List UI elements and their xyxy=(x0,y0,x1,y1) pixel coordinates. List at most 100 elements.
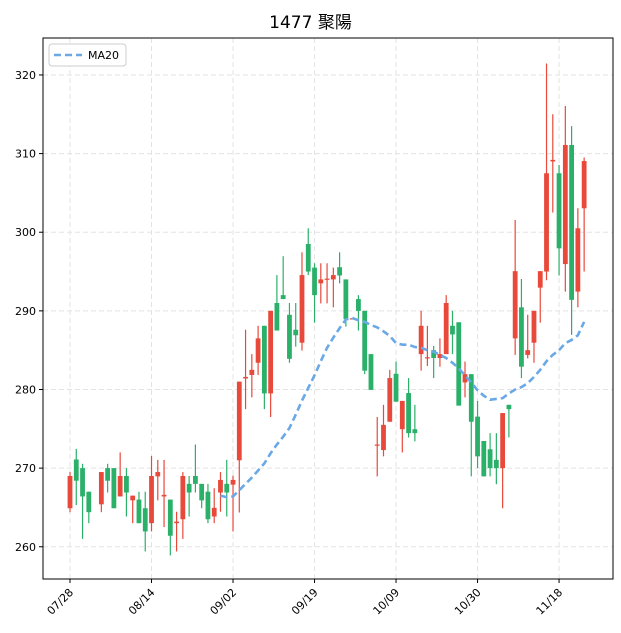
candle-body xyxy=(368,354,374,390)
candle-body xyxy=(161,494,167,497)
candle-down xyxy=(86,491,92,524)
candle-body xyxy=(462,374,468,383)
candle-body xyxy=(500,413,506,469)
candle-up xyxy=(243,329,248,410)
candle-body xyxy=(73,459,79,481)
candle-up xyxy=(550,114,556,213)
candle-body xyxy=(506,404,512,410)
candle-up xyxy=(324,263,330,304)
candle-body xyxy=(343,279,349,320)
candle-down xyxy=(136,491,142,524)
candle-body xyxy=(475,416,480,457)
candle-up xyxy=(236,381,242,513)
candle-body xyxy=(493,459,499,469)
candle-body xyxy=(337,267,343,276)
candle-body xyxy=(230,479,236,485)
y-tick-label: 320 xyxy=(15,69,36,82)
candle-up xyxy=(149,455,154,532)
candle-body xyxy=(180,475,186,520)
ma20-line xyxy=(220,316,586,499)
candle-body xyxy=(399,400,405,430)
candle-up xyxy=(525,314,531,359)
candle-down xyxy=(406,378,411,438)
candle-body xyxy=(456,322,462,406)
x-tick-label: 10/09 xyxy=(371,586,403,618)
candle-body xyxy=(569,144,574,300)
candle-body xyxy=(268,310,274,394)
candle-up xyxy=(500,413,506,509)
candle-body xyxy=(318,279,324,284)
y-tick-label: 310 xyxy=(15,148,36,161)
legend-box xyxy=(48,43,127,67)
candle-down xyxy=(261,325,267,410)
candle-down xyxy=(456,322,462,406)
candle-body xyxy=(274,302,280,331)
candle-up xyxy=(155,459,161,501)
candle-down xyxy=(224,459,230,517)
y-tick-label: 290 xyxy=(15,305,36,318)
candle-body xyxy=(424,357,430,359)
candle-down xyxy=(481,440,487,477)
candle-body xyxy=(443,302,449,355)
candle-down xyxy=(368,354,374,390)
candle-down xyxy=(142,491,148,552)
candle-up xyxy=(544,63,549,281)
candle-down xyxy=(193,444,198,493)
candle-body xyxy=(218,479,223,493)
candle-up xyxy=(299,252,305,351)
candle-up xyxy=(180,472,186,539)
candle-body xyxy=(86,491,92,513)
candle-body xyxy=(205,491,211,520)
candle-down xyxy=(487,433,493,477)
candle-body xyxy=(512,271,518,339)
candle-down xyxy=(312,263,317,323)
candle-body xyxy=(155,472,161,477)
candle-body xyxy=(418,325,424,355)
candle-body xyxy=(111,468,117,509)
x-tick-label: 09/02 xyxy=(208,586,240,618)
candle-down xyxy=(80,463,85,539)
candle-down xyxy=(468,374,474,477)
candle-body xyxy=(362,310,368,371)
candle-body xyxy=(487,449,493,469)
candle-body xyxy=(261,325,267,394)
candle-up xyxy=(130,495,136,524)
candle-down xyxy=(280,256,286,300)
candle-down xyxy=(124,468,129,517)
candle-up xyxy=(581,157,587,272)
y-tick-label: 300 xyxy=(15,226,36,239)
candle-body xyxy=(174,521,179,524)
candle-down xyxy=(556,164,562,276)
candle-down xyxy=(305,228,311,276)
candle-up xyxy=(98,472,104,513)
x-tick-label: 07/28 xyxy=(45,586,77,618)
candle-up xyxy=(67,472,73,513)
candle-up xyxy=(387,369,393,422)
candle-down xyxy=(274,275,280,331)
candle-body xyxy=(481,440,487,477)
candle-up xyxy=(330,267,336,308)
candle-body xyxy=(324,278,330,280)
candle-down xyxy=(167,499,173,556)
candle-down xyxy=(393,361,399,402)
plot-frame xyxy=(42,37,614,580)
candle-up xyxy=(255,325,261,375)
candle-up xyxy=(268,310,274,418)
x-tick-label: 08/14 xyxy=(126,586,158,618)
candle-body xyxy=(406,393,411,434)
candle-body xyxy=(412,429,418,434)
candle-body xyxy=(305,244,311,272)
candle-body xyxy=(537,271,543,288)
candle-up xyxy=(575,208,581,308)
candle-body xyxy=(211,507,217,517)
candle-body xyxy=(525,350,531,355)
candle-down xyxy=(111,468,117,509)
candle-body xyxy=(381,424,386,451)
candle-up xyxy=(161,459,167,528)
candle-body xyxy=(450,325,455,335)
candle-body xyxy=(130,495,136,501)
candle-body xyxy=(249,369,255,375)
candle-up xyxy=(512,220,518,355)
